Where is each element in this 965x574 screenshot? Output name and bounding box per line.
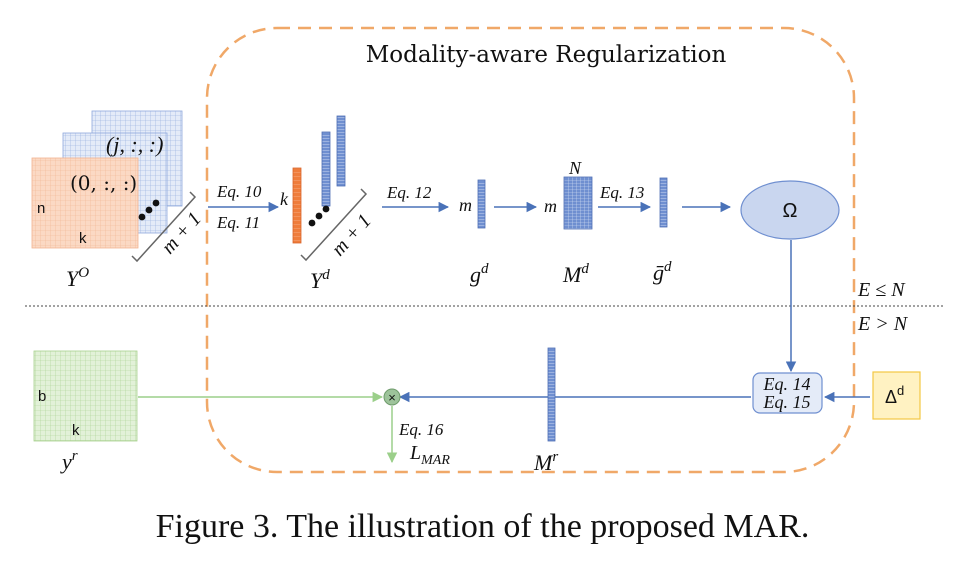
reference-dim-k: k — [72, 422, 80, 439]
delta-label: Δd — [885, 383, 904, 407]
multiply-symbol: × — [388, 390, 396, 405]
gbar-label: ḡd — [653, 259, 672, 285]
md-matrix — [563, 176, 593, 230]
yd-label: Yd — [310, 267, 330, 293]
loss-label: LMAR — [409, 442, 450, 468]
count-brace-label: m + 1 — [327, 210, 375, 260]
mr-label: Mr — [533, 449, 558, 475]
ellipsis-dot — [322, 205, 330, 213]
eq15-label: Eq. 15 — [763, 392, 811, 412]
md-dim-m: m — [544, 196, 557, 216]
ellipsis-dot — [315, 212, 323, 220]
region-title: Modality-aware Regularization — [366, 42, 727, 68]
eq14-15-box — [752, 372, 823, 414]
ellipsis-dot — [152, 199, 160, 207]
count-brace — [300, 188, 368, 262]
reference-dim-b: b — [38, 388, 46, 405]
regularization-region — [205, 26, 856, 474]
yd-bar-blue — [336, 115, 346, 187]
md-label: Md — [562, 261, 589, 287]
yd-bar-orange — [292, 167, 302, 244]
ellipsis-dot — [145, 206, 153, 214]
tensor-slice-j-label: (j, :, :) — [106, 132, 163, 157]
condition-bottom: E > N — [857, 313, 909, 335]
gbar-vector — [659, 177, 668, 228]
eq13-label: Eq. 13 — [599, 183, 644, 202]
reference-grid — [33, 350, 138, 442]
multiply-node — [383, 388, 401, 406]
tensor-dim-k: k — [79, 230, 87, 247]
tensor-slice-front — [31, 157, 139, 249]
yd-dim-k: k — [280, 189, 289, 209]
omega-label: Ω — [783, 200, 798, 222]
tensor-slice-0-label: (0, :, :) — [70, 171, 137, 195]
ellipsis-dot — [308, 219, 316, 227]
input-tensor-stack: (j, :, :) (0, :, :) n k m + 1 — [31, 110, 206, 263]
condition-top: E ≤ N — [857, 279, 906, 301]
yd-bars: k m + 1 — [280, 115, 376, 262]
gd-dim-m: m — [459, 195, 472, 215]
figure-caption: Figure 3. The illustration of the propos… — [155, 508, 810, 545]
delta-node — [872, 371, 921, 420]
count-brace — [131, 191, 197, 263]
gd-vector — [477, 179, 486, 229]
omega-node — [740, 180, 840, 240]
tensor-dim-n: n — [37, 200, 45, 217]
mr-vector — [547, 347, 556, 442]
eq16-label: Eq. 16 — [398, 420, 444, 439]
eq12-label: Eq. 12 — [386, 183, 432, 202]
md-dim-n: N — [568, 158, 582, 178]
eq14-label: Eq. 14 — [763, 374, 811, 394]
reference-label: yr — [60, 448, 78, 474]
ellipsis-dot — [138, 213, 146, 221]
eq11-label: Eq. 11 — [216, 213, 260, 232]
eq10-label: Eq. 10 — [216, 182, 262, 201]
yo-label: YO — [66, 265, 89, 291]
gd-label: gd — [470, 261, 489, 287]
yd-bar-blue — [321, 131, 331, 207]
